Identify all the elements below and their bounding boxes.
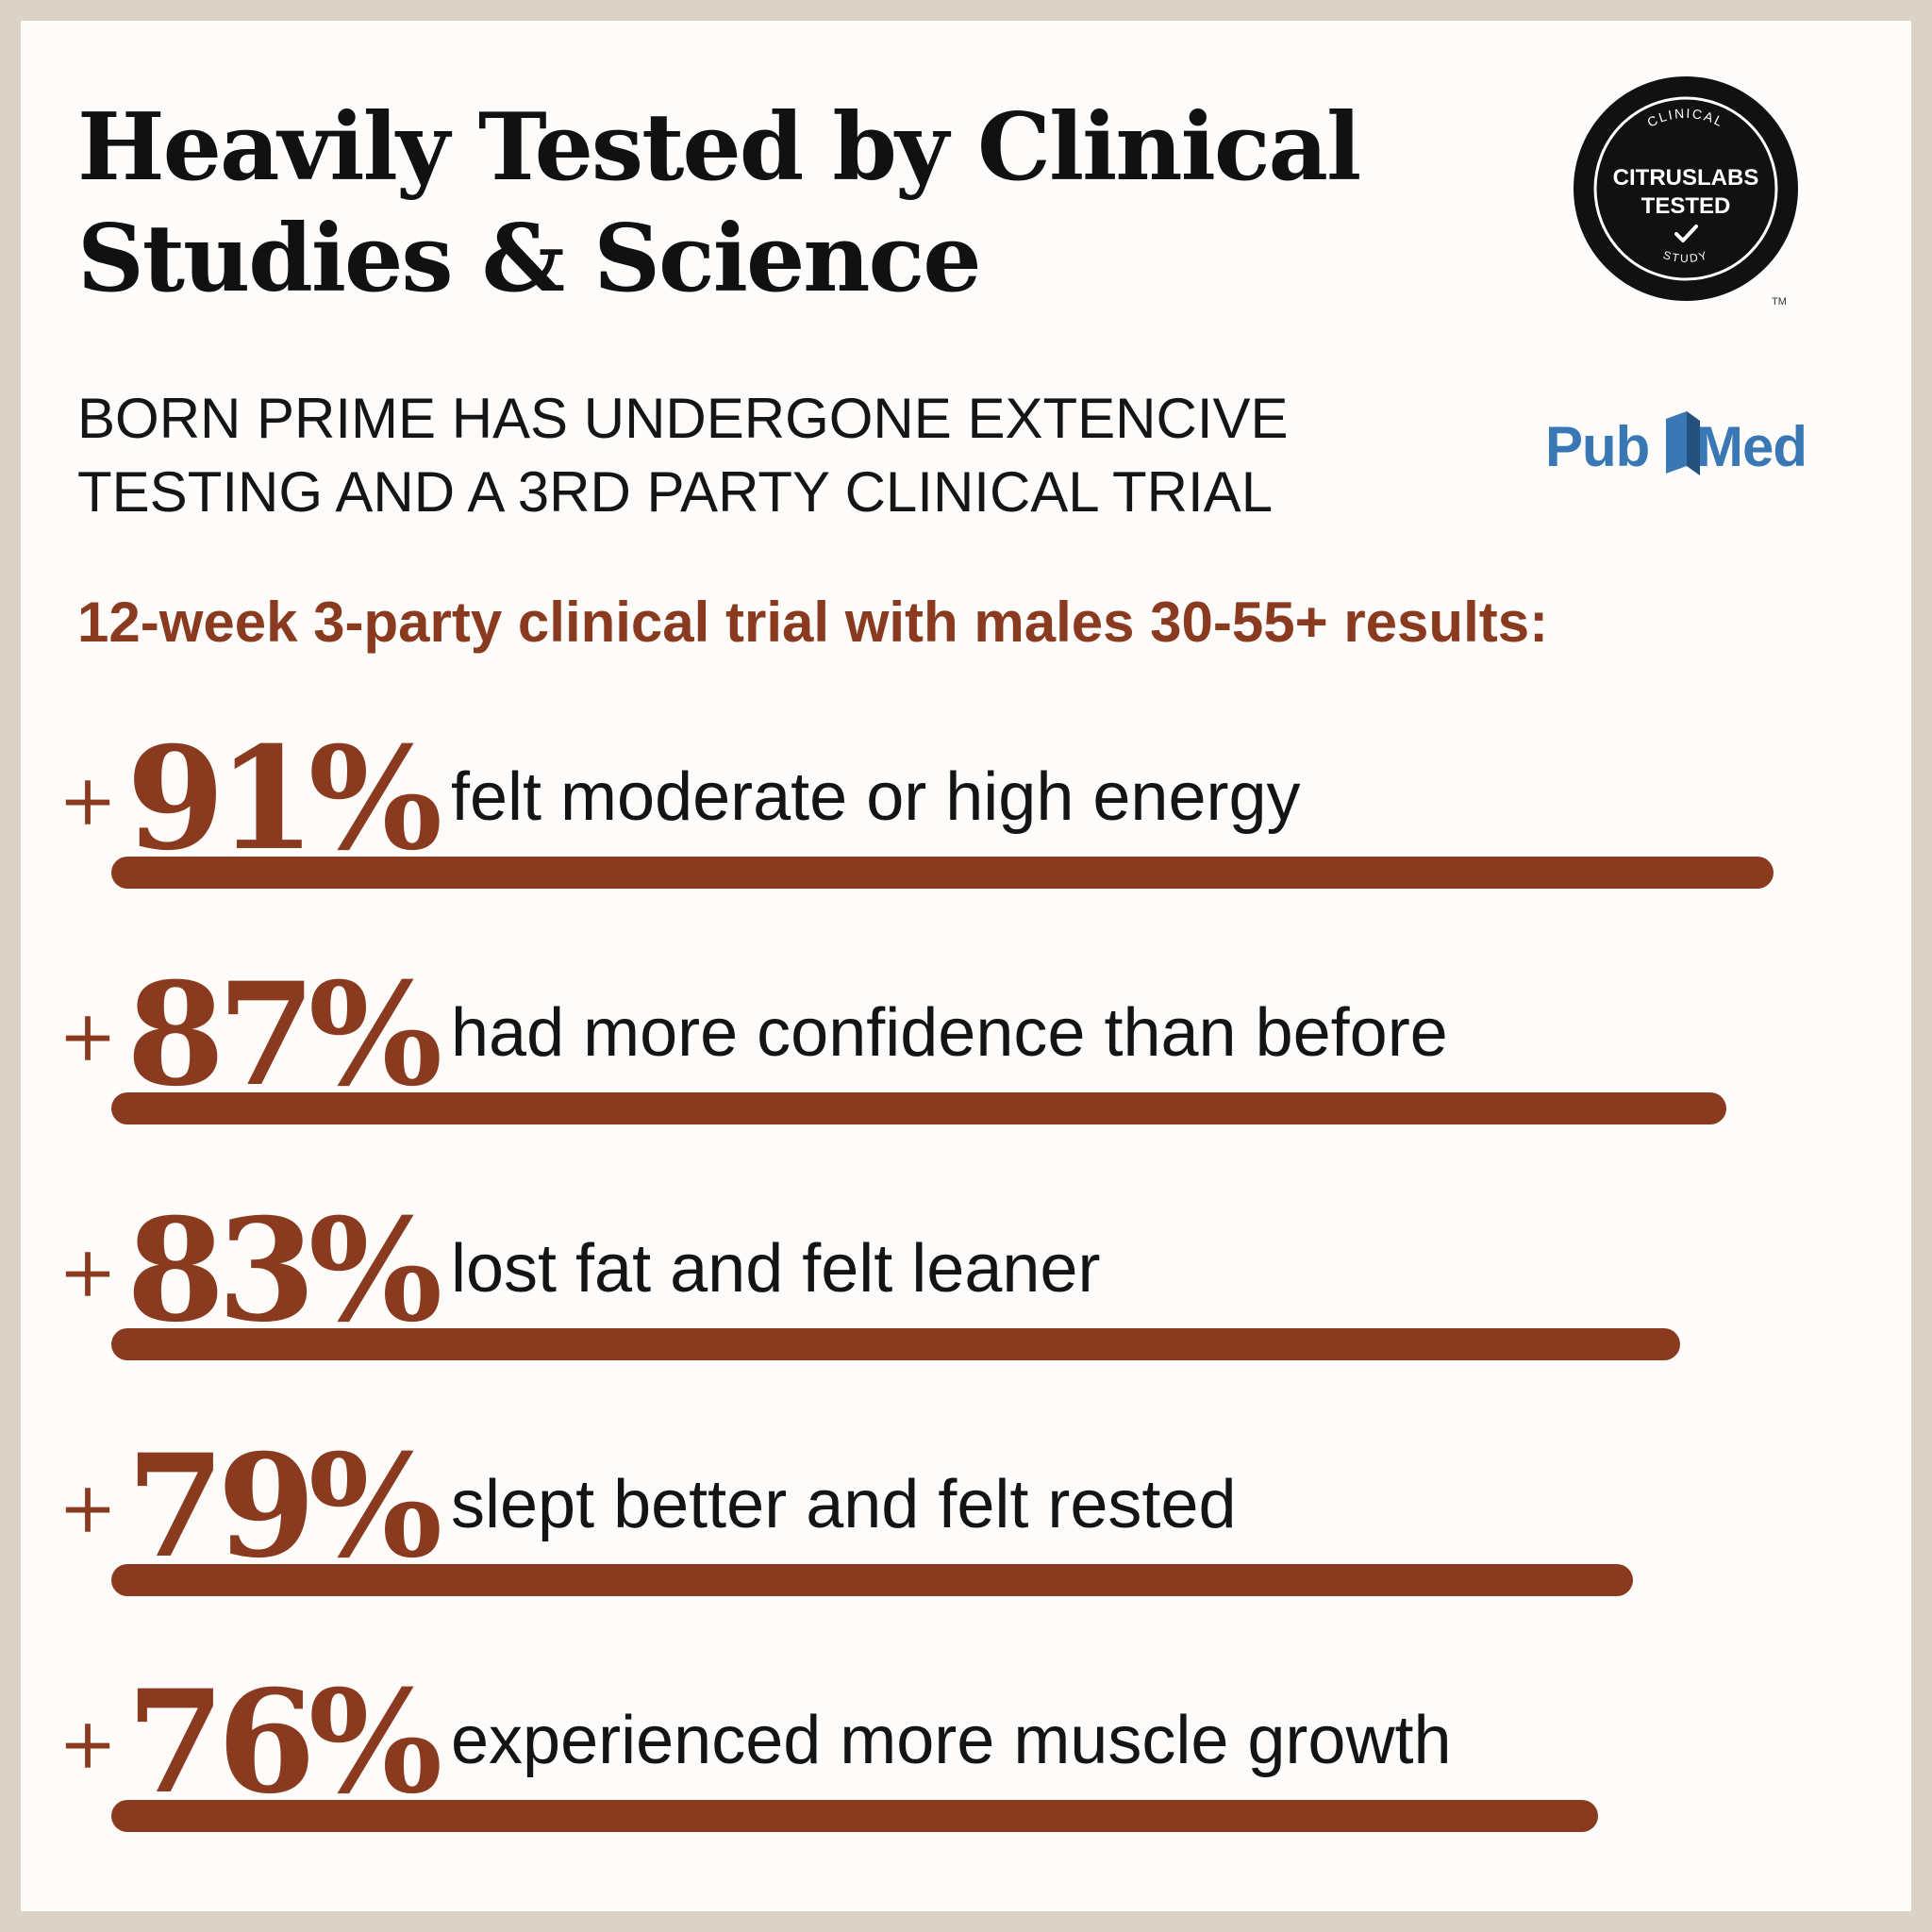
subtitle-line-2: TESTING AND A 3RD PARTY CLINICAL TRIAL — [77, 460, 1274, 524]
plus-sign: + — [58, 760, 118, 841]
stat-description: experienced more muscle growth — [451, 1703, 1452, 1778]
subtitle-line-1: BORN PRIME HAS UNDERGONE EXTENCIVE — [77, 387, 1289, 450]
infographic-card — [21, 21, 1911, 1911]
title-line-2: Studies & Science — [77, 205, 982, 313]
badge-trademark: TM — [1772, 296, 1787, 308]
stat-description: slept better and felt rested — [451, 1467, 1237, 1542]
stat-bar — [111, 1092, 1726, 1124]
stat-bar — [111, 1564, 1633, 1596]
stat-description: felt moderate or high energy — [451, 759, 1301, 835]
plus-sign: + — [58, 1468, 118, 1549]
plus-sign: + — [58, 996, 118, 1077]
stat-row-2: + 87% had more confidence than before — [0, 955, 1932, 1170]
subtitle: BORN PRIME HAS UNDERGONE EXTENCIVE TESTI… — [77, 382, 1492, 529]
stat-row-5: + 76% experienced more muscle growth — [0, 1662, 1932, 1877]
stat-percent: 83% — [126, 1188, 442, 1354]
title-line-1: Heavily Tested by Clinical — [77, 93, 1361, 202]
stat-percent: 87% — [126, 952, 442, 1118]
stat-row-3: + 83% lost fat and felt leaner — [0, 1191, 1932, 1406]
stat-percent: 76% — [126, 1659, 442, 1825]
stat-bar — [111, 857, 1774, 889]
badge-bottom-text: STUDY — [1661, 248, 1707, 265]
badge-line-2: TESTED — [1641, 193, 1731, 219]
stat-bar — [111, 1328, 1680, 1360]
svg-text:Med: Med — [1696, 415, 1807, 478]
stat-bar — [111, 1800, 1598, 1832]
check-icon — [1674, 225, 1698, 242]
svg-text:STUDY: STUDY — [1661, 248, 1709, 265]
stat-percent: 91% — [126, 716, 442, 882]
stat-description: had more confidence than before — [451, 995, 1448, 1071]
trial-heading: 12-week 3-party clinical trial with male… — [77, 591, 1549, 654]
stat-percent: 79% — [126, 1424, 442, 1590]
badge-line-1: CITRUSLABS — [1613, 165, 1759, 191]
stat-row-4: + 79% slept better and felt rested — [0, 1426, 1932, 1641]
citruslabs-badge: CLINICAL CITRUSLABS TESTED STUDY — [1574, 76, 1798, 301]
plus-sign: + — [58, 1704, 118, 1785]
page-title: Heavily Tested by Clinical Studies & Sci… — [77, 92, 1492, 315]
pubmed-logo: Pub Med — [1545, 411, 1807, 478]
stat-row-1: + 91% felt moderate or high energy — [0, 719, 1932, 934]
stat-description: lost fat and felt leaner — [451, 1231, 1101, 1307]
plus-sign: + — [58, 1232, 118, 1313]
svg-text:Pub: Pub — [1545, 415, 1649, 478]
